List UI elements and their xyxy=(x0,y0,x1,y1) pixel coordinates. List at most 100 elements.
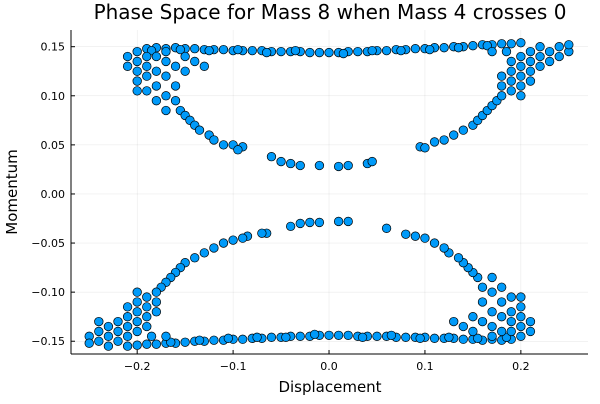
chart-title: Phase Space for Mass 8 when Mass 4 cross… xyxy=(94,0,567,24)
data-point-lower xyxy=(516,292,526,302)
data-point-upper xyxy=(554,51,564,62)
data-point-upper xyxy=(544,56,555,67)
data-point-lower xyxy=(113,336,123,346)
data-point-upper xyxy=(233,44,243,55)
data-point-upper xyxy=(439,135,449,145)
data-point-upper xyxy=(516,51,526,62)
data-point-upper xyxy=(333,161,344,172)
data-point-upper xyxy=(367,156,377,167)
data-point-lower xyxy=(506,307,516,317)
data-point-upper xyxy=(497,81,507,91)
data-point-upper xyxy=(170,96,181,106)
data-point-upper xyxy=(266,152,277,162)
data-point-lower xyxy=(516,331,526,341)
y-tick-label: −0.05 xyxy=(31,237,65,250)
data-point-lower xyxy=(113,316,123,327)
x-tick-label: −0.2 xyxy=(124,360,151,373)
data-point-lower xyxy=(94,336,104,346)
data-point-lower xyxy=(516,321,526,332)
data-point-upper xyxy=(161,71,171,81)
data-point-lower xyxy=(142,312,152,322)
data-point-lower xyxy=(132,326,142,337)
data-point-upper xyxy=(151,96,162,106)
data-point-lower xyxy=(199,248,209,258)
data-point-lower xyxy=(497,297,507,307)
data-point-lower xyxy=(132,307,142,317)
data-point-upper xyxy=(381,45,392,56)
data-point-lower xyxy=(209,243,219,253)
data-point-lower xyxy=(429,333,440,343)
data-point-lower xyxy=(477,316,488,327)
data-point-upper xyxy=(132,46,142,57)
data-point-upper xyxy=(132,66,142,76)
data-point-lower xyxy=(180,337,190,347)
data-point-lower xyxy=(506,326,516,337)
data-point-lower xyxy=(506,292,516,302)
data-point-lower xyxy=(458,321,468,332)
data-point-upper xyxy=(286,158,296,169)
data-point-lower xyxy=(333,216,344,227)
data-point-upper xyxy=(122,51,133,62)
data-point-lower xyxy=(190,253,200,263)
data-point-lower xyxy=(94,316,104,327)
data-point-lower xyxy=(516,302,526,312)
data-point-upper xyxy=(525,76,536,86)
data-point-lower xyxy=(333,330,344,340)
data-point-upper xyxy=(425,44,435,55)
data-point-lower xyxy=(458,334,468,344)
data-point-upper xyxy=(516,81,526,91)
data-point-lower xyxy=(142,321,152,332)
data-point-upper xyxy=(516,38,526,48)
data-point-upper xyxy=(199,61,209,71)
data-point-lower xyxy=(218,238,229,248)
data-point-lower xyxy=(386,330,397,340)
data-point-lower xyxy=(343,330,353,340)
data-point-upper xyxy=(501,46,512,57)
data-point-upper xyxy=(142,51,152,62)
data-point-upper xyxy=(161,56,171,67)
data-point-upper xyxy=(506,39,516,49)
data-point-lower xyxy=(151,339,162,349)
data-point-upper xyxy=(396,45,406,56)
data-point-upper xyxy=(338,48,349,59)
y-tick-label: 0.15 xyxy=(41,41,66,54)
data-point-upper xyxy=(290,45,301,56)
data-point-lower xyxy=(266,332,277,342)
data-point-upper xyxy=(497,71,507,81)
data-point-upper xyxy=(161,91,171,101)
data-point-upper xyxy=(497,39,507,49)
data-point-upper xyxy=(161,105,171,116)
y-tick-label: −0.15 xyxy=(31,335,65,348)
data-point-lower xyxy=(305,217,315,228)
data-point-lower xyxy=(401,332,411,342)
data-point-upper xyxy=(142,71,152,81)
y-tick-label: −0.10 xyxy=(31,286,65,299)
data-point-lower xyxy=(228,235,238,245)
data-point-upper xyxy=(367,45,377,56)
data-point-lower xyxy=(497,312,507,322)
data-point-lower xyxy=(223,333,233,343)
data-point-upper xyxy=(122,61,133,71)
data-point-upper xyxy=(506,66,516,76)
data-point-lower xyxy=(314,217,325,228)
data-point-upper xyxy=(525,46,536,57)
data-point-upper xyxy=(295,160,305,171)
data-point-upper xyxy=(132,76,142,86)
data-point-lower xyxy=(468,312,478,322)
data-point-upper xyxy=(276,46,286,57)
data-point-lower xyxy=(103,321,114,332)
data-point-lower xyxy=(238,233,248,243)
data-point-lower xyxy=(468,326,478,337)
data-point-upper xyxy=(516,61,526,71)
data-point-lower xyxy=(209,335,219,345)
axes: −0.2 −0.1 0.0 0.1 0.2 −0.15 −0.10 −0.05 0.00 0.05… xyxy=(31,30,588,373)
data-point-lower xyxy=(410,231,420,241)
data-point-upper xyxy=(525,66,536,76)
data-point-upper xyxy=(554,42,564,52)
data-point-lower xyxy=(343,216,353,227)
data-point-lower xyxy=(161,331,171,341)
data-point-lower xyxy=(238,334,248,344)
y-tick-label: 0.10 xyxy=(41,90,66,103)
data-point-upper xyxy=(506,86,516,96)
